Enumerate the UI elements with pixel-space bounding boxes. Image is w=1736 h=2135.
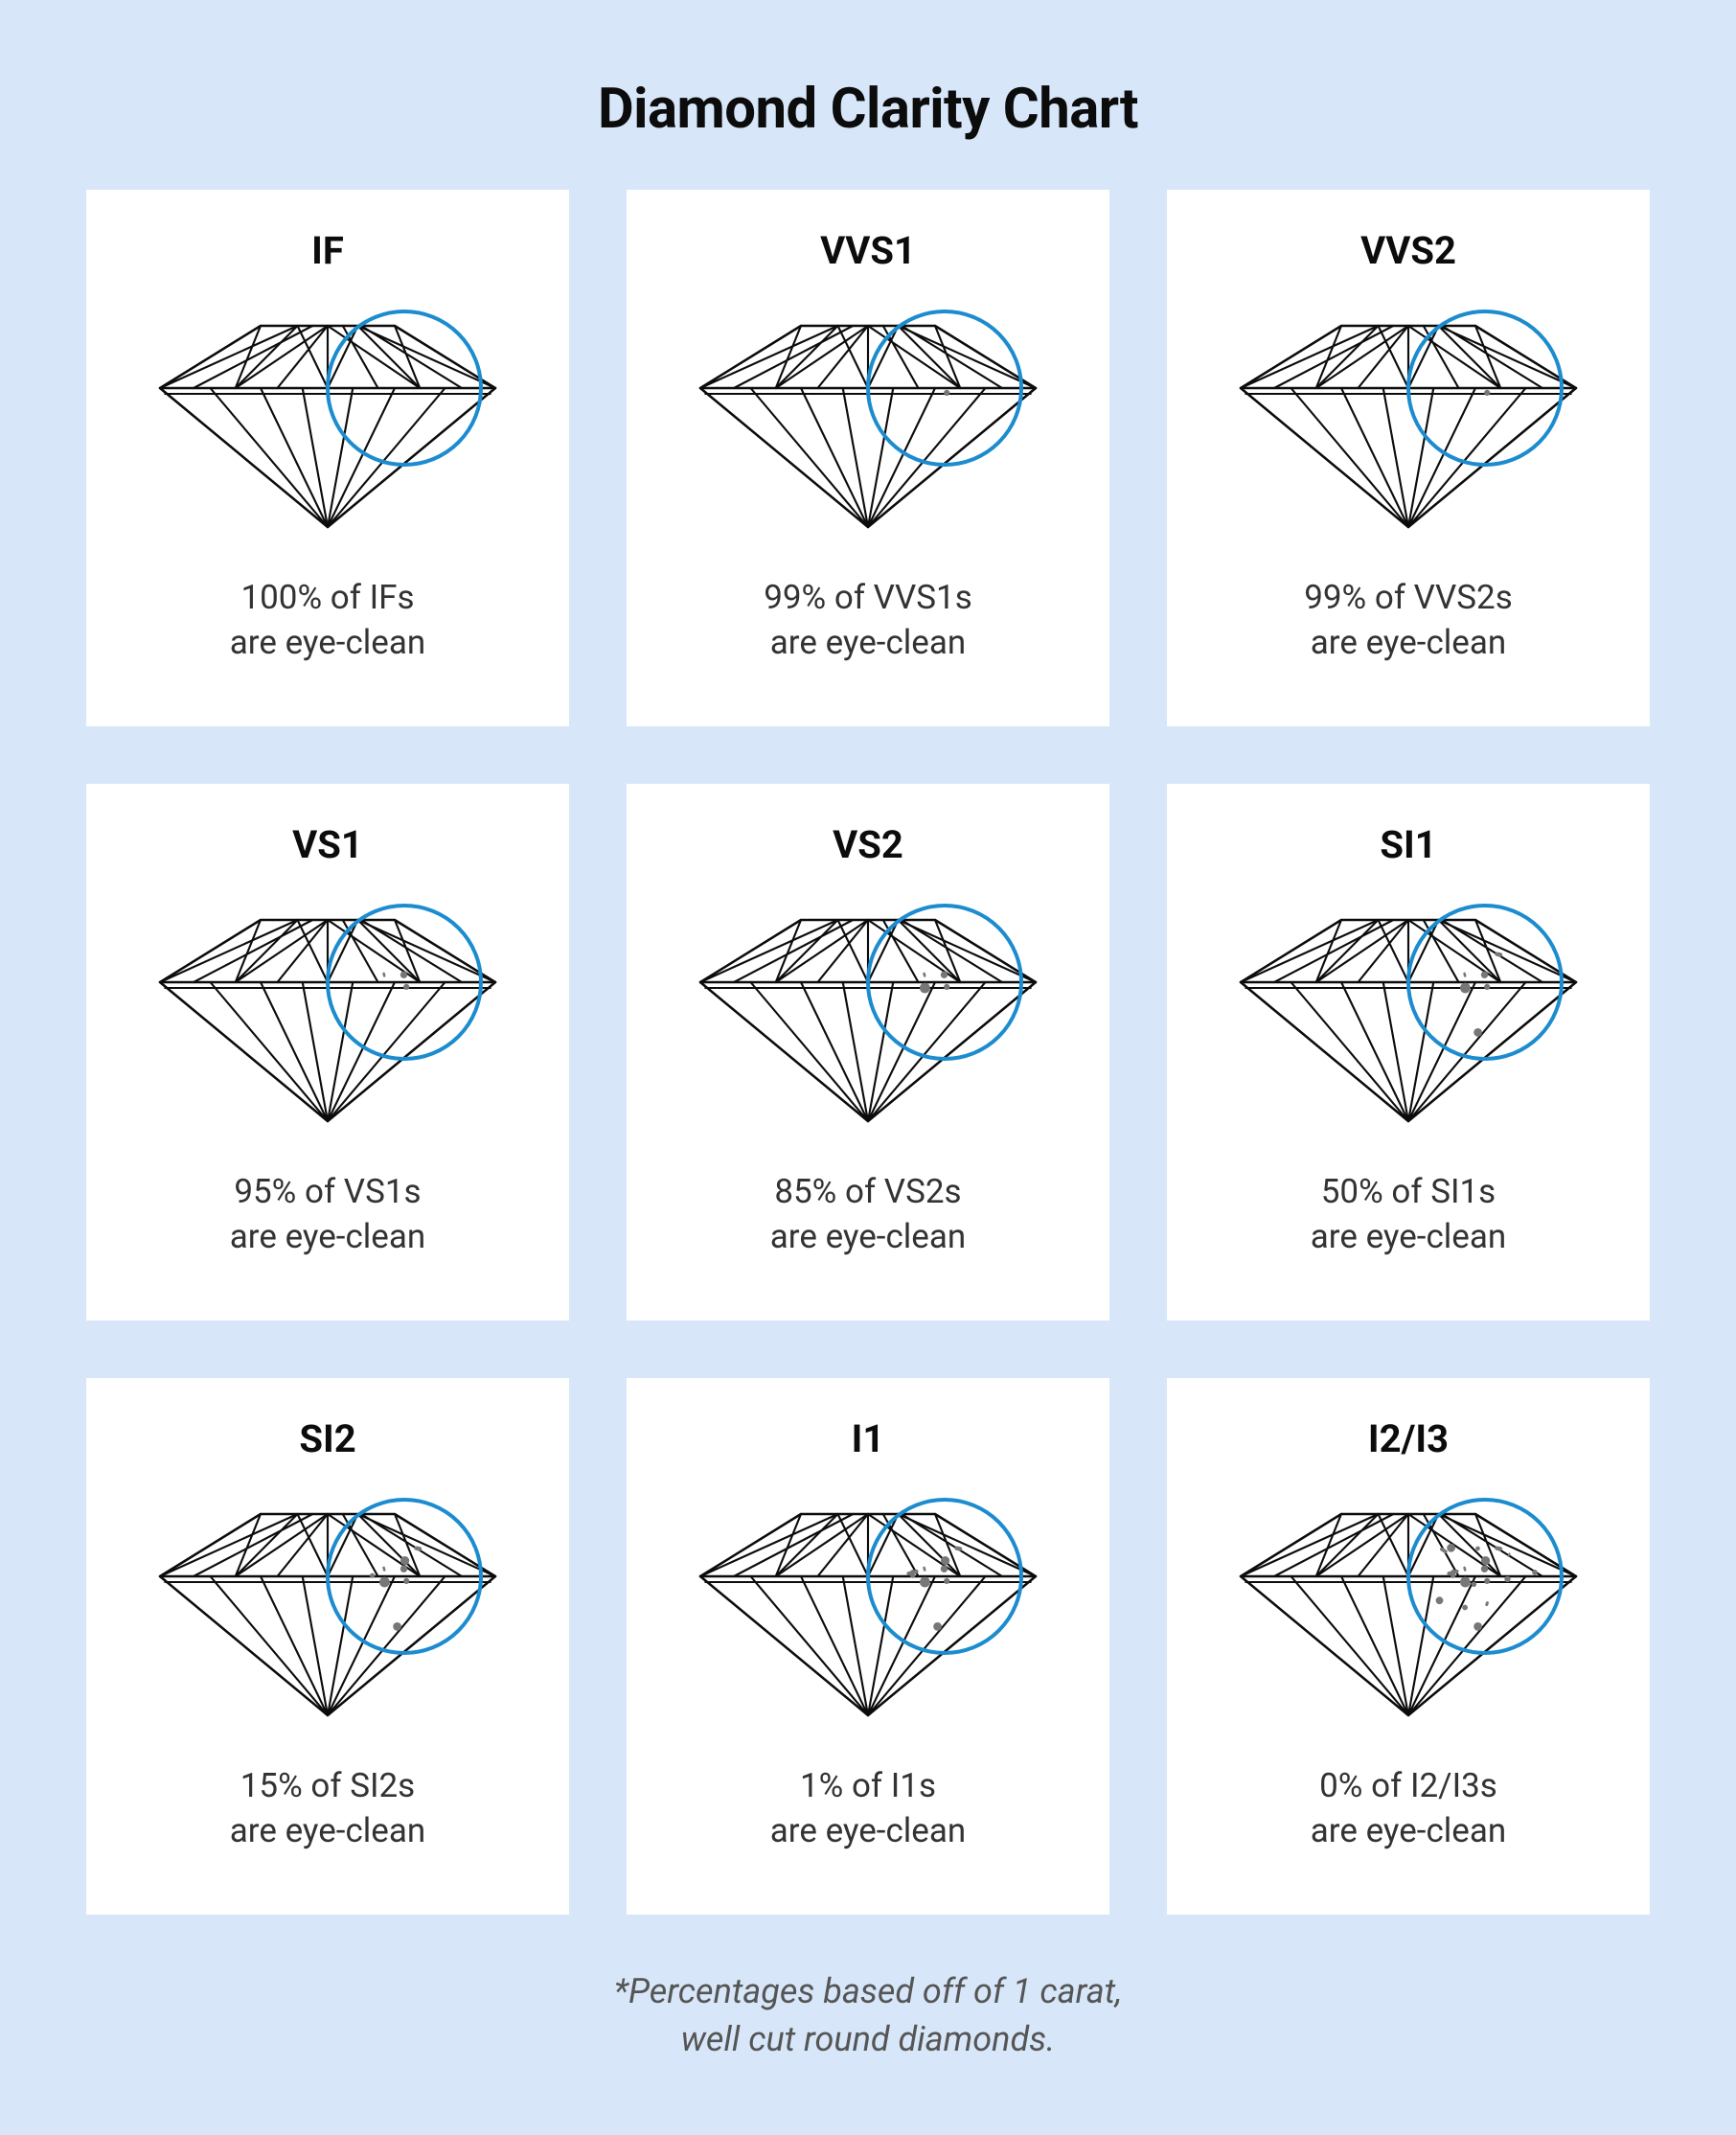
diamond-diagram (667, 891, 1069, 1140)
clarity-card: SI1 50% of SI1s are eye-clean (1167, 784, 1650, 1320)
caption-line-2: are eye-clean (1311, 1811, 1506, 1850)
caption-line-1: 95% of VS1s (234, 1172, 421, 1211)
grade-code: VS2 (833, 822, 903, 867)
footnote: *Percentages based off of 1 carat, well … (86, 1967, 1650, 2064)
caption-line-1: 100% of IFs (240, 578, 414, 617)
clarity-card: I1 1% of I1s are eye-clean (627, 1378, 1109, 1915)
diamond-diagram (126, 891, 529, 1140)
clarity-card: I2/I3 0% of I2/I3s are eye-clean (1167, 1378, 1650, 1915)
clarity-card: VVS2 99% of VVS2s are eye-clean (1167, 190, 1650, 726)
grade-code: I2/I3 (1368, 1416, 1449, 1461)
chart-title: Diamond Clarity Chart (86, 77, 1650, 142)
diamond-diagram (1207, 891, 1610, 1140)
caption-line-1: 99% of VVS2s (1304, 578, 1513, 617)
caption-line-2: are eye-clean (770, 1217, 966, 1256)
diamond-diagram (667, 1485, 1069, 1734)
clarity-card: SI2 15% of SI2s are eye-clean (86, 1378, 569, 1915)
footnote-line-1: *Percentages based off of 1 carat, (614, 1971, 1122, 2011)
diamond-diagram (667, 297, 1069, 546)
clarity-card: IF 100% of IFs are eye-clean (86, 190, 569, 726)
grade-code: SI2 (299, 1416, 355, 1461)
caption-line-1: 50% of SI1s (1321, 1172, 1496, 1211)
grade-caption: 99% of VVS2s are eye-clean (1304, 575, 1513, 666)
grade-code: SI1 (1380, 822, 1436, 867)
grade-caption: 85% of VS2s are eye-clean (770, 1169, 966, 1260)
diamond-diagram (1207, 297, 1610, 546)
clarity-card: VS2 85% of VS2s are eye-clean (627, 784, 1109, 1320)
inclusions (1484, 390, 1490, 396)
grade-code: VVS1 (820, 228, 916, 273)
inclusions (944, 390, 949, 396)
grade-caption: 1% of I1s are eye-clean (770, 1763, 966, 1854)
caption-line-2: are eye-clean (230, 1811, 425, 1850)
caption-line-1: 85% of VS2s (774, 1172, 961, 1211)
inclusions (909, 1549, 961, 1631)
grade-code: IF (311, 228, 344, 273)
grade-code: VVS2 (1360, 228, 1456, 273)
caption-line-2: are eye-clean (230, 1217, 425, 1256)
caption-line-2: are eye-clean (1311, 623, 1506, 662)
clarity-card: VVS1 99% of VVS1s are eye-clean (627, 190, 1109, 726)
diamond-diagram (126, 1485, 529, 1734)
grade-caption: 95% of VS1s are eye-clean (230, 1169, 425, 1260)
clarity-card: VS1 95% of VS1s are eye-clean (86, 784, 569, 1320)
grade-code: VS1 (292, 822, 363, 867)
grade-caption: 100% of IFs are eye-clean (230, 575, 425, 666)
caption-line-1: 0% of I2/I3s (1319, 1766, 1497, 1805)
grade-caption: 0% of I2/I3s are eye-clean (1311, 1763, 1506, 1854)
footnote-line-2: well cut round diamonds. (681, 2019, 1056, 2059)
grade-code: I1 (852, 1416, 885, 1461)
grade-caption: 50% of SI1s are eye-clean (1311, 1169, 1506, 1260)
clarity-grid: IF 100% of IFs are eye-clean VVS1 99% of… (86, 190, 1650, 1915)
caption-line-2: are eye-clean (1311, 1217, 1506, 1256)
caption-line-2: are eye-clean (770, 623, 966, 662)
caption-line-2: are eye-clean (230, 623, 425, 662)
caption-line-2: are eye-clean (770, 1811, 966, 1850)
grade-caption: 15% of SI2s are eye-clean (230, 1763, 425, 1854)
caption-line-1: 15% of SI2s (240, 1766, 416, 1805)
inclusions (1436, 1544, 1538, 1631)
caption-line-1: 99% of VVS1s (764, 578, 972, 617)
caption-line-1: 1% of I1s (800, 1766, 936, 1805)
diamond-diagram (126, 297, 529, 546)
grade-caption: 99% of VVS1s are eye-clean (764, 575, 972, 666)
diamond-diagram (1207, 1485, 1610, 1734)
